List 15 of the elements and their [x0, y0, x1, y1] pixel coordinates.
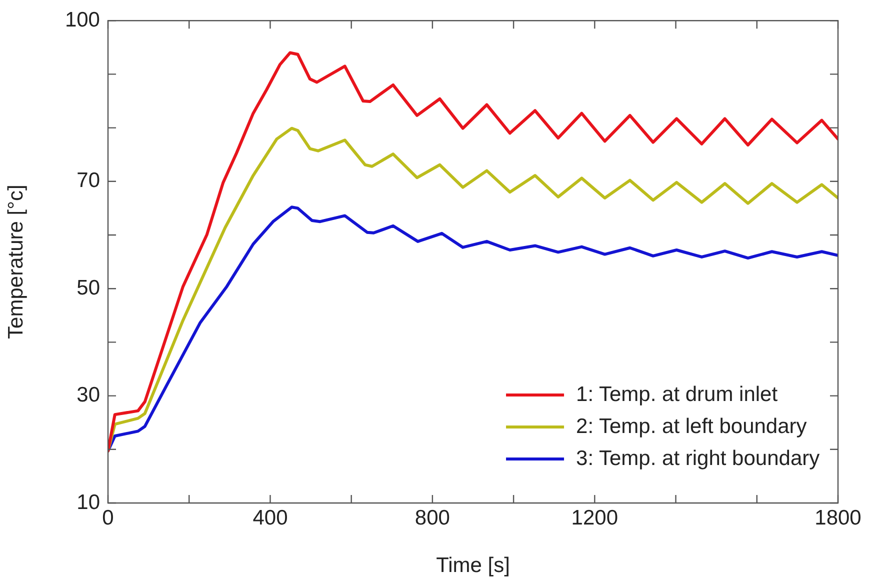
x-tick-label: 400	[252, 506, 288, 530]
x-axis-title: Time [s]	[436, 554, 510, 578]
legend-label: 2: Temp. at left boundary	[576, 414, 808, 438]
x-tick-label: 800	[414, 506, 450, 530]
x-tick-label: 0	[102, 506, 114, 530]
y-tick-label: 70	[76, 169, 100, 192]
y-tick-label: 50	[76, 276, 100, 300]
x-tick-label: 1200	[571, 506, 618, 530]
y-tick-label: 10	[76, 490, 100, 514]
legend-label: 3: Temp. at right boundary	[576, 446, 820, 470]
y-axis-title: Temperature [°c]	[4, 184, 28, 339]
legend-label: 1: Temp. at drum inlet	[576, 382, 778, 406]
x-tick-label: 1800	[814, 506, 862, 530]
y-tick-label: 100	[64, 8, 100, 32]
y-tick-label: 30	[76, 384, 100, 407]
